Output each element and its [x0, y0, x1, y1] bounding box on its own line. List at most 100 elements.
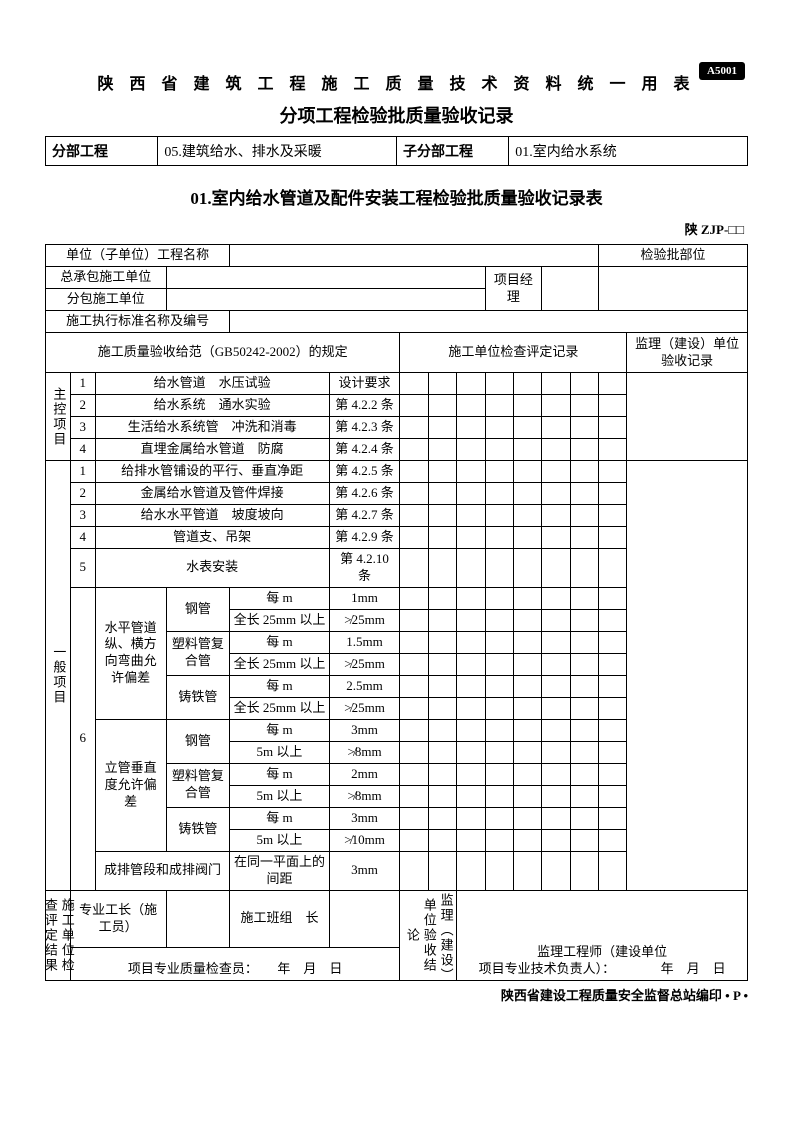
- g-n: 3: [70, 505, 95, 527]
- m-n: 1: [70, 373, 95, 395]
- province-title: 陕 西 省 建 筑 工 程 施 工 质 量 技 术 资 料 统 一 用 表: [45, 70, 748, 94]
- spec-val: ≯10mm: [329, 829, 400, 851]
- sig-right: 监理工程师（建设单位 项目专业技术负责人）： 年 月 日: [457, 890, 748, 980]
- spec-val: ≯25mm: [329, 609, 400, 631]
- doc-code-badge: A5001: [699, 62, 745, 80]
- m-a: 生活给水系统管 冲洗和消毒: [95, 417, 329, 439]
- col-spec: 施工质量验收给范（GB50242-2002）的规定: [46, 333, 400, 373]
- g6-n: 6: [70, 587, 95, 890]
- g-n: 2: [70, 483, 95, 505]
- hdr-unit-proj: 单位（子单位）工程名称: [46, 245, 230, 267]
- record-title: 分项工程检验批质量验收记录: [45, 102, 748, 128]
- m-n: 4: [70, 439, 95, 461]
- g-n: 1: [70, 461, 95, 483]
- spec-cond: 全长 25mm 以上: [230, 653, 329, 675]
- spec-cond: 每 m: [230, 719, 329, 741]
- g-a: 金属给水管道及管件焊接: [95, 483, 329, 505]
- g-b: 第 4.2.5 条: [329, 461, 400, 483]
- sup-gen: [627, 461, 748, 891]
- hdr-subcon-val: [166, 289, 485, 311]
- hdr-batch: 检验批部位: [599, 245, 748, 267]
- g-n: 4: [70, 527, 95, 549]
- m-n: 3: [70, 417, 95, 439]
- spec-val: 1mm: [329, 587, 400, 609]
- hdr-unit-proj-val: [230, 245, 599, 267]
- pipe-steel: 钢管: [166, 587, 230, 631]
- spec-cond: 全长 25mm 以上: [230, 609, 329, 631]
- sig-inspector: 项目专业质量检查员： 年 月 日: [70, 947, 400, 980]
- sup-main: [627, 373, 748, 461]
- spec-val: ≯25mm: [329, 653, 400, 675]
- spec-val: ≯8mm: [329, 785, 400, 807]
- group-gen: 一般项目: [46, 461, 71, 891]
- hdr-pm-val: [542, 267, 599, 311]
- parallel-label: 成排管段和成排阀门: [95, 851, 230, 890]
- dev-horiz: 水平管道纵、横方向弯曲允许偏差: [95, 587, 166, 719]
- spec-cond: 每 m: [230, 631, 329, 653]
- spec-val: 3mm: [329, 719, 400, 741]
- hdr-gencon: 总承包施工单位: [46, 267, 167, 289]
- pipe-plastic: 塑料管复合管: [166, 763, 230, 807]
- sig-mid-label: 监理（建设）单位验收结论: [400, 890, 457, 980]
- spec-val: ≯8mm: [329, 741, 400, 763]
- m-b: 第 4.2.3 条: [329, 417, 400, 439]
- m-a: 给水管道 水压试验: [95, 373, 329, 395]
- band-value-2: 01.室内给水系统: [509, 137, 748, 166]
- group-main: 主控项目: [46, 373, 71, 461]
- spec-cond: 全长 25mm 以上: [230, 697, 329, 719]
- table-title: 01.室内给水管道及配件安装工程检验批质量验收记录表: [45, 184, 748, 209]
- spec-cond: 每 m: [230, 807, 329, 829]
- m-n: 2: [70, 395, 95, 417]
- pipe-iron: 铸铁管: [166, 675, 230, 719]
- g-b: 第 4.2.9 条: [329, 527, 400, 549]
- g-a: 给排水管铺设的平行、垂直净距: [95, 461, 329, 483]
- parallel-cond: 在同一平面上的间距: [230, 851, 329, 890]
- g-b: 第 4.2.6 条: [329, 483, 400, 505]
- footer-note: 陕西省建设工程质量安全监督总站编印 • P •: [45, 985, 748, 1004]
- spec-cond: 每 m: [230, 763, 329, 785]
- g-a: 给水水平管道 坡度坡向: [95, 505, 329, 527]
- m-a: 直埋金属给水管道 防腐: [95, 439, 329, 461]
- spec-val: ≯25mm: [329, 697, 400, 719]
- col-check: 施工单位检查评定记录: [400, 333, 627, 373]
- spec-cond: 5m 以上: [230, 741, 329, 763]
- hdr-gencon-val: [166, 267, 485, 289]
- m-b: 设计要求: [329, 373, 400, 395]
- hdr-batch-val: [599, 267, 748, 311]
- pipe-iron: 铸铁管: [166, 807, 230, 851]
- spec-cond: 每 m: [230, 675, 329, 697]
- spec-cond: 5m 以上: [230, 829, 329, 851]
- m-b: 第 4.2.2 条: [329, 395, 400, 417]
- sig-team-label: 施工班组 长: [230, 890, 329, 947]
- spec-val: 3mm: [329, 807, 400, 829]
- g-n: 5: [70, 549, 95, 588]
- sig-foreman-label: 专业工长（施工员）: [70, 890, 166, 947]
- hdr-std-val: [230, 311, 748, 333]
- form-code: 陕 ZJP-□□: [45, 219, 748, 238]
- sig-left-label: 施工单位检查评定结果: [46, 890, 71, 980]
- g-b: 第 4.2.10 条: [329, 549, 400, 588]
- spec-val: 2.5mm: [329, 675, 400, 697]
- pipe-plastic: 塑料管复合管: [166, 631, 230, 675]
- band-label-1: 分部工程: [46, 137, 158, 166]
- m-a: 给水系统 通水实验: [95, 395, 329, 417]
- m-b: 第 4.2.4 条: [329, 439, 400, 461]
- col-sup: 监理（建设）单位验收记录: [627, 333, 748, 373]
- spec-val: 2mm: [329, 763, 400, 785]
- g-b: 第 4.2.7 条: [329, 505, 400, 527]
- band-label-2: 子分部工程: [396, 137, 508, 166]
- sig-foreman-val: [166, 890, 230, 947]
- spec-cond: 5m 以上: [230, 785, 329, 807]
- dev-vert: 立管垂直度允许偏差: [95, 719, 166, 851]
- main-form-table: 单位（子单位）工程名称 检验批部位 总承包施工单位 项目经理 分包施工单位 施工…: [45, 244, 748, 981]
- g-a: 管道支、吊架: [95, 527, 329, 549]
- spec-cond: 每 m: [230, 587, 329, 609]
- hdr-subcon: 分包施工单位: [46, 289, 167, 311]
- category-band: 分部工程 05.建筑给水、排水及采暖 子分部工程 01.室内给水系统: [45, 136, 748, 166]
- parallel-val: 3mm: [329, 851, 400, 890]
- sig-team-val: [329, 890, 400, 947]
- hdr-pm: 项目经理: [485, 267, 542, 311]
- band-value-1: 05.建筑给水、排水及采暖: [158, 137, 397, 166]
- pipe-steel: 钢管: [166, 719, 230, 763]
- g-a: 水表安装: [95, 549, 329, 588]
